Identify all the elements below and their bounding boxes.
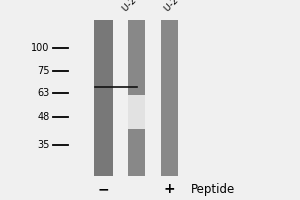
Text: 48: 48 — [37, 112, 50, 122]
Bar — [128, 129, 145, 176]
Text: U-2 OS: U-2 OS — [121, 0, 149, 13]
Text: 75: 75 — [37, 66, 50, 76]
Bar — [161, 20, 178, 176]
Text: −: − — [98, 182, 109, 196]
Text: 100: 100 — [31, 43, 50, 53]
Text: 35: 35 — [37, 140, 50, 150]
Bar — [128, 20, 145, 95]
Text: Peptide: Peptide — [190, 182, 235, 196]
Text: 63: 63 — [37, 88, 50, 98]
Text: U-2 OS: U-2 OS — [163, 0, 191, 13]
Bar — [113, 20, 128, 176]
Bar — [128, 95, 145, 129]
Bar — [94, 20, 113, 176]
Text: +: + — [164, 182, 175, 196]
